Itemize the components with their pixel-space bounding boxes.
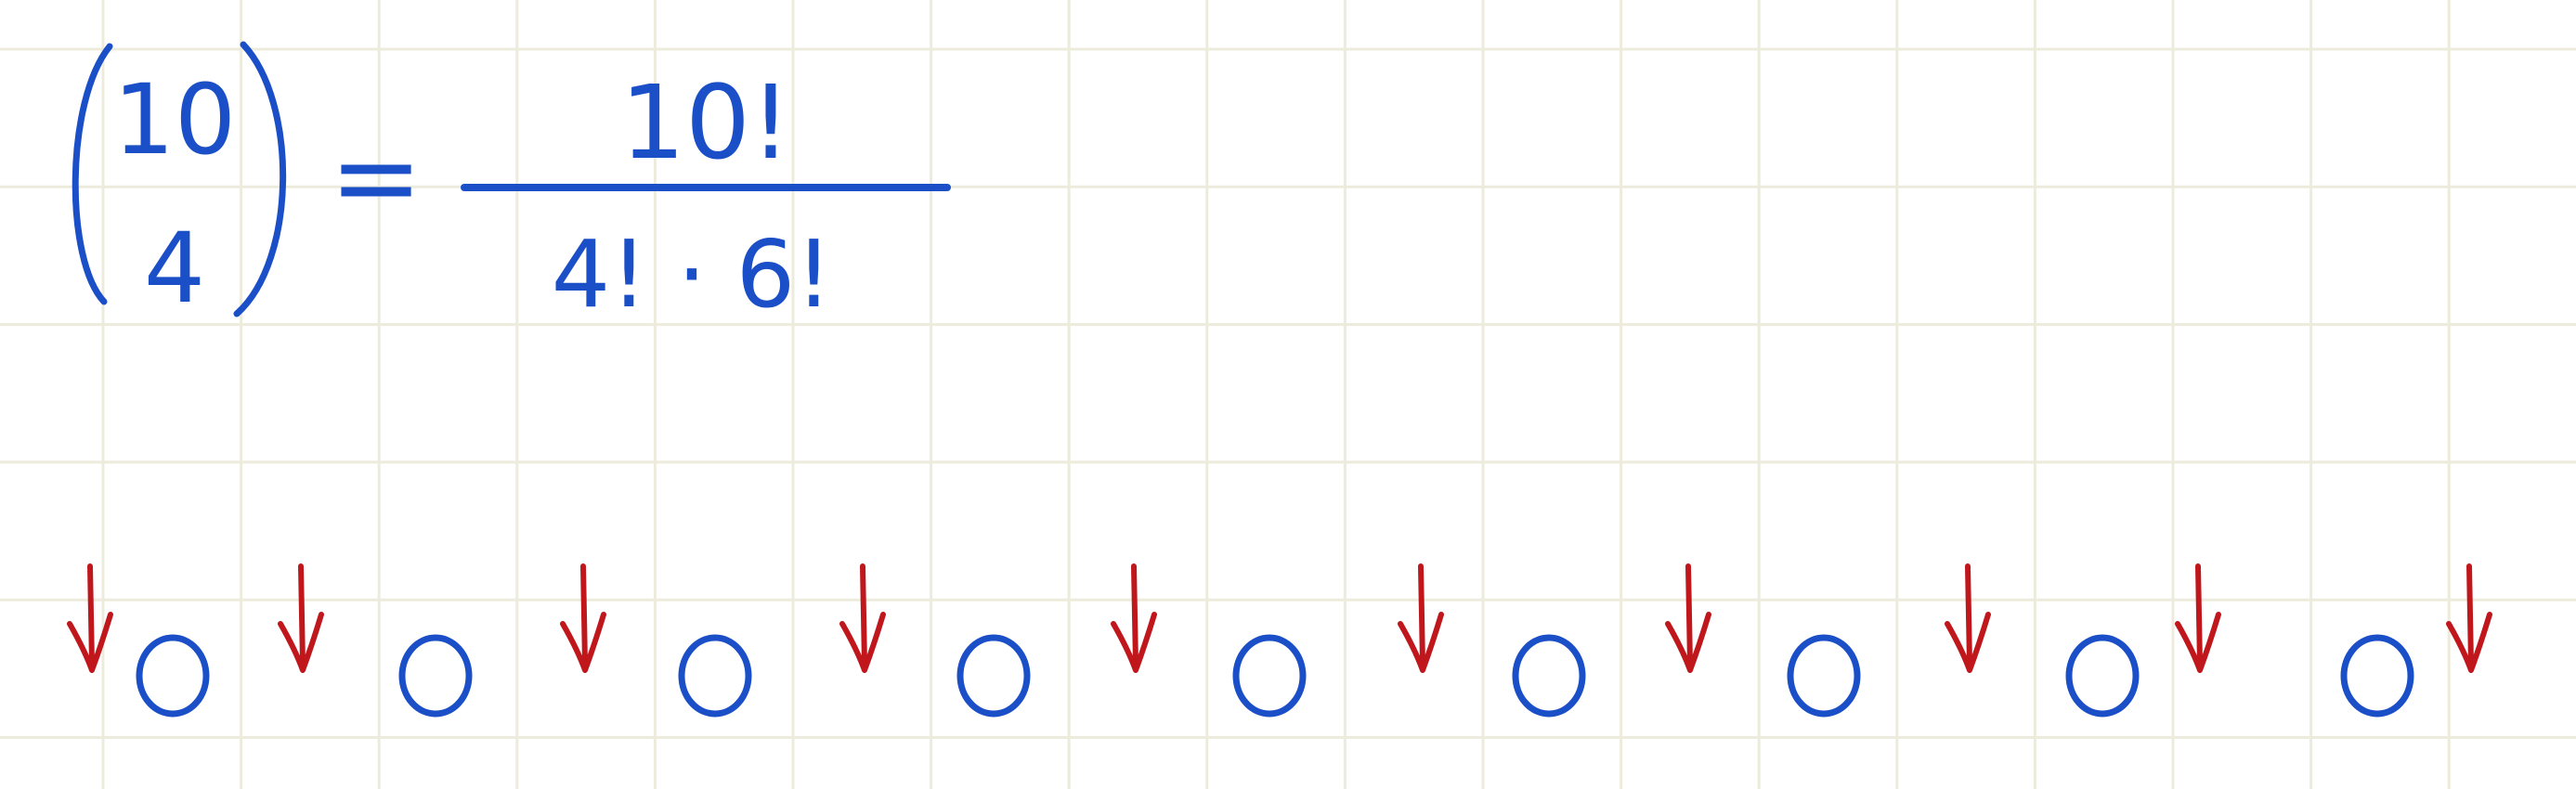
- arrow: [1398, 563, 1444, 673]
- circle: [2065, 634, 2140, 718]
- arrow: [2446, 563, 2492, 673]
- equals-sign: =: [330, 113, 423, 242]
- binomial-bottom: 4: [144, 212, 205, 325]
- circle: [1512, 634, 1586, 718]
- circle: [678, 634, 752, 718]
- arrow: [1945, 563, 1991, 673]
- arrow: [2175, 563, 2221, 673]
- circle: [1232, 634, 1307, 718]
- arrow-circle-row: [67, 563, 2492, 718]
- arrow: [560, 563, 606, 673]
- circle: [1787, 634, 1861, 718]
- left-parenthesis: [72, 43, 113, 305]
- circle: [136, 634, 210, 718]
- circle: [398, 634, 473, 718]
- right-parenthesis: [233, 41, 287, 317]
- circle: [956, 634, 1031, 718]
- arrow: [1111, 563, 1157, 673]
- binomial-top: 10: [113, 63, 236, 176]
- denominator: 4! · 6!: [552, 220, 833, 329]
- arrow: [67, 563, 113, 673]
- circle: [2340, 634, 2414, 718]
- arrow: [278, 563, 324, 673]
- arrow: [839, 563, 886, 673]
- arrow: [1665, 563, 1711, 673]
- numerator: 10!: [620, 63, 791, 182]
